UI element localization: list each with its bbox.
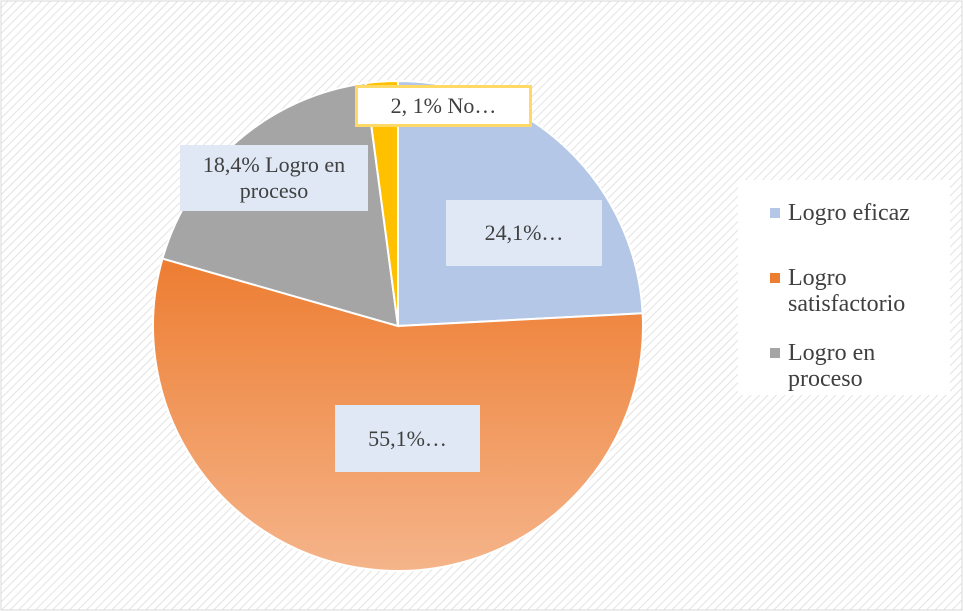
legend-swatch — [770, 348, 780, 358]
legend-swatch — [770, 273, 780, 283]
legend-item: Logro en proceso — [770, 340, 950, 392]
legend-label: Logro satisfactorio — [788, 265, 906, 317]
data-label: 2, 1% No… — [355, 85, 532, 127]
legend-swatch — [770, 208, 780, 218]
data-label: 24,1%… — [446, 200, 602, 266]
pie-slice — [364, 79, 399, 327]
data-label: 18,4% Logro en proceso — [180, 145, 368, 211]
legend-label: Logro en proceso — [788, 340, 876, 392]
legend-item: Logro satisfactorio — [770, 265, 950, 317]
data-label: 55,1%… — [335, 405, 480, 472]
legend-item: Logro eficaz — [770, 200, 950, 226]
legend-label: Logro eficaz — [788, 200, 910, 226]
